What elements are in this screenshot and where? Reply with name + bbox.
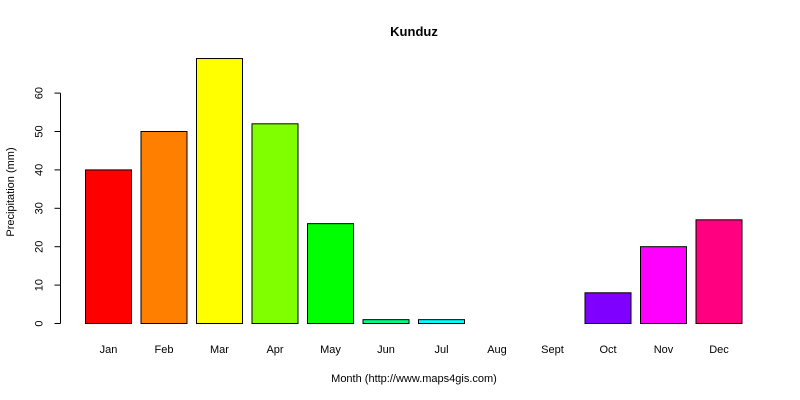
bar-dec [695,219,743,325]
chart-title: Kunduz [390,24,438,39]
y-tick-label: 0 [34,320,46,326]
x-tick-label-oct: Oct [599,344,616,356]
bar-nov [640,246,687,324]
x-tick-label-nov: Nov [654,344,674,356]
x-tick-label-may: May [320,344,341,356]
x-tick-label-aug: Aug [487,344,507,356]
x-tick-label-jul: Jul [434,344,448,356]
y-tick-label: 60 [34,87,46,99]
y-tick-label: 40 [34,164,46,176]
bar-jan [85,169,132,324]
y-tick-label: 50 [34,125,46,137]
bar-feb [140,131,188,324]
y-axis-label: Precipitation (mm) [5,147,17,236]
x-tick-label-jan: Jan [100,344,118,356]
bar-jun [362,319,410,325]
y-axis: 0 10 20 30 40 50 60 [34,87,61,327]
bar-oct [584,292,632,324]
bar-jul [418,319,465,325]
x-tick-label-dec: Dec [709,344,729,356]
x-tick-label-mar: Mar [210,344,229,356]
x-tick-labels-group: Jan Feb Mar Apr May Jun Jul Aug Sept Oct Nov Dec [100,344,730,356]
x-tick-label-feb: Feb [155,344,174,356]
x-tick-label-apr: Apr [266,344,283,356]
y-tick-label: 10 [34,279,46,291]
y-tick-label: 30 [34,202,46,214]
bar-mar [196,58,243,324]
x-tick-label-jun: Jun [377,344,395,356]
x-axis-label: Month (http://www.maps4gis.com) [331,373,497,385]
bar-may [307,223,354,324]
y-tick-label: 20 [34,241,46,253]
bars-group [85,58,743,325]
x-tick-label-sept: Sept [541,344,564,356]
bar-apr [251,123,299,324]
